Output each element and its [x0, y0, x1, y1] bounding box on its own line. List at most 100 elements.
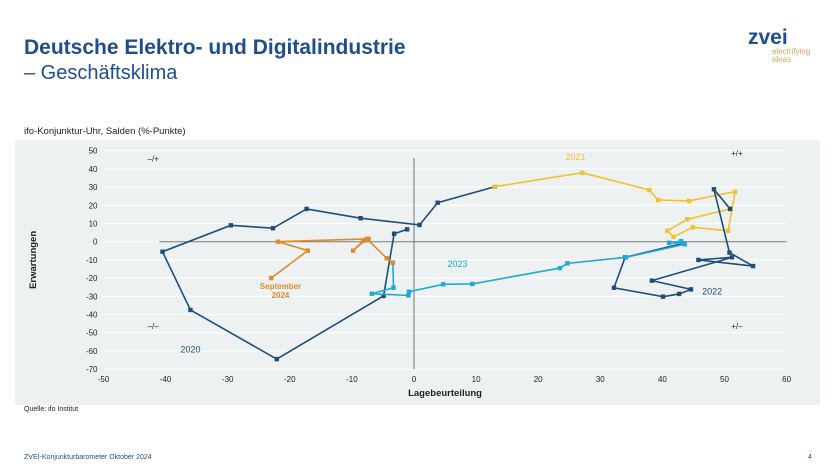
data-point	[391, 231, 397, 236]
data-point	[711, 187, 717, 192]
data-point	[417, 222, 422, 228]
x-tick-label: 30	[596, 375, 605, 384]
data-point	[304, 206, 309, 212]
x-tick-label: 60	[782, 375, 791, 384]
data-point	[391, 285, 396, 290]
quadrant-label: –/+	[148, 155, 160, 164]
x-tick-label: -10	[346, 375, 358, 384]
data-point	[682, 242, 687, 247]
data-point	[228, 223, 234, 228]
data-point	[750, 263, 756, 269]
data-point	[727, 250, 732, 255]
logo-wordmark: zvei	[748, 26, 788, 49]
x-tick-label: 20	[534, 375, 543, 384]
data-point	[732, 189, 738, 194]
y-axis-label: Erwartungen	[28, 231, 39, 289]
x-tick-label: -30	[222, 375, 234, 384]
series-line-1	[494, 171, 737, 238]
data-point	[667, 240, 672, 245]
data-point	[406, 289, 412, 294]
data-point	[358, 216, 363, 221]
x-tick-label: -20	[284, 375, 296, 384]
x-tick-label: 40	[658, 375, 667, 384]
data-point	[350, 248, 356, 253]
data-point	[649, 278, 655, 283]
x-tick-label: 10	[472, 375, 481, 384]
series-label: 2024	[272, 291, 290, 300]
y-tick-label: 50	[89, 147, 98, 156]
data-point	[665, 228, 670, 233]
quadrant-label: –/–	[148, 322, 160, 331]
y-tick-label: 0	[93, 238, 98, 247]
data-point	[384, 256, 389, 261]
data-point	[270, 226, 276, 231]
data-point	[381, 293, 386, 299]
data-point	[688, 287, 694, 292]
y-tick-label: -40	[86, 311, 98, 320]
page-title: Deutsche Elektro- und Digitalindustrie	[24, 36, 406, 59]
data-point	[690, 225, 696, 230]
x-tick-label: -40	[160, 375, 172, 384]
y-tick-label: 20	[89, 201, 98, 210]
data-point	[366, 236, 371, 241]
series-label: 2022	[702, 286, 722, 296]
y-tick-label: -60	[86, 347, 98, 356]
zvei-logo: zvei electrifying ideas	[748, 26, 810, 64]
data-point	[369, 291, 374, 296]
data-point	[188, 307, 193, 313]
data-point	[676, 291, 682, 297]
quadrant-label: +/+	[731, 149, 743, 158]
data-point	[557, 265, 563, 271]
data-point	[686, 198, 692, 204]
y-tick-label: -10	[86, 256, 98, 265]
data-point	[440, 282, 446, 287]
data-point	[268, 275, 274, 281]
series-label: September	[260, 282, 301, 291]
x-axis-label: Lagebeurteilung	[408, 388, 482, 399]
data-point	[611, 285, 617, 290]
chart-title: ifo-Konjunktur-Uhr, Salden (%-Punkte)	[24, 126, 186, 137]
data-point	[160, 249, 165, 254]
y-tick-label: 30	[89, 183, 98, 192]
series-label: 2020	[180, 345, 200, 355]
y-tick-label: 40	[89, 165, 98, 174]
logo-tagline: ideas	[772, 55, 792, 64]
y-tick-label: -70	[86, 365, 98, 374]
data-point	[726, 228, 731, 233]
y-tick-label: -20	[86, 274, 98, 283]
data-point	[406, 293, 411, 298]
quadrant-label: +/–	[731, 322, 743, 331]
x-tick-label: -50	[98, 375, 110, 384]
data-point	[727, 206, 733, 212]
data-point	[580, 170, 585, 175]
series-label: 2023	[447, 259, 467, 269]
data-point	[274, 356, 279, 362]
data-point	[655, 197, 661, 203]
data-point	[305, 248, 311, 253]
data-point	[678, 238, 684, 244]
data-point	[404, 227, 410, 232]
data-point	[729, 255, 735, 260]
data-point	[685, 217, 690, 222]
page-subtitle: – Geschäftsklima	[24, 62, 178, 84]
data-point	[696, 257, 701, 263]
data-point	[671, 234, 676, 239]
data-point	[435, 200, 440, 205]
footer-text: ZVEI-Konjunkturbarometer Oktober 2024	[24, 454, 152, 461]
y-tick-label: -50	[86, 329, 98, 338]
page-number: 4	[808, 454, 812, 461]
y-tick-label: 10	[89, 220, 98, 229]
data-point	[360, 238, 366, 244]
data-point	[390, 260, 396, 265]
data-point	[660, 294, 666, 299]
x-tick-label: 50	[720, 375, 729, 384]
source-note: Quelle: ifo Institut	[24, 406, 79, 413]
y-tick-label: -30	[86, 292, 98, 301]
data-point	[623, 255, 628, 260]
x-tick-label: 0	[412, 375, 417, 384]
data-point	[275, 239, 281, 244]
data-point	[565, 261, 570, 266]
data-point	[647, 187, 652, 193]
series-label: 2021	[565, 152, 585, 162]
